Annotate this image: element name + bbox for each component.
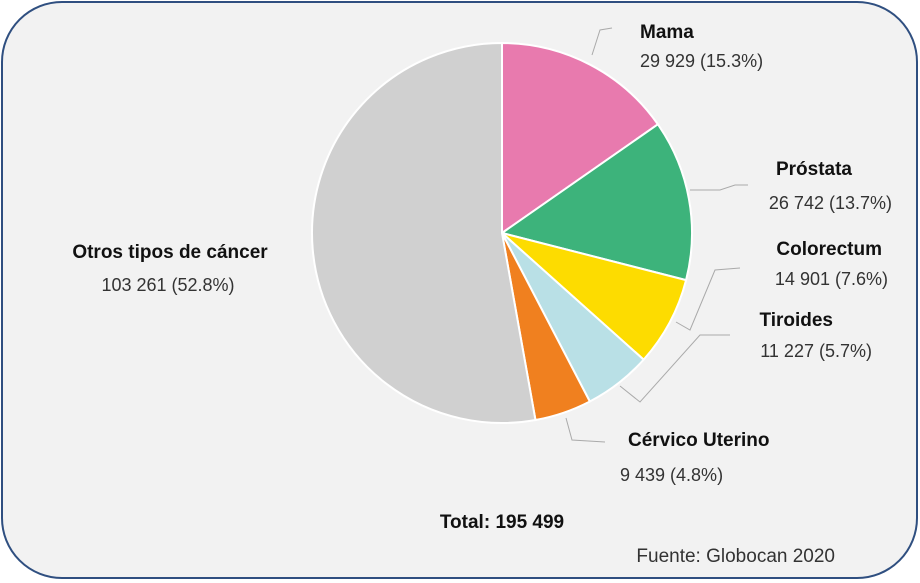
leader-line xyxy=(619,334,730,403)
slice-name: Cérvico Uterino xyxy=(628,430,769,451)
leader-line xyxy=(565,417,606,443)
value-label: 26 742 (13.7%) xyxy=(769,193,892,213)
value-label: 14 901 (7.6%) xyxy=(775,269,888,289)
slice-name: Colorectum xyxy=(776,239,882,260)
value-label: 11 227 (5.7%) xyxy=(760,341,872,361)
slice-name: Próstata xyxy=(776,159,852,180)
source: Fuente: Globocan 2020 xyxy=(636,546,835,567)
leader-line xyxy=(690,184,748,191)
slice-name: Tiroides xyxy=(759,310,833,331)
value-label: 29 929 (15.3%) xyxy=(640,51,763,71)
slice-name: Mama xyxy=(640,22,694,43)
pie-slice xyxy=(499,122,693,282)
value-label: 103 261 (52.8%) xyxy=(101,275,234,295)
leader-line xyxy=(675,267,741,331)
leader-line xyxy=(591,27,613,56)
total: Total: 195 499 xyxy=(440,512,564,533)
value-label: 9 439 (4.8%) xyxy=(620,465,723,485)
slice-name: Otros tipos de cáncer xyxy=(72,242,268,263)
pie-slice xyxy=(311,41,537,424)
pie-slice xyxy=(501,41,660,235)
